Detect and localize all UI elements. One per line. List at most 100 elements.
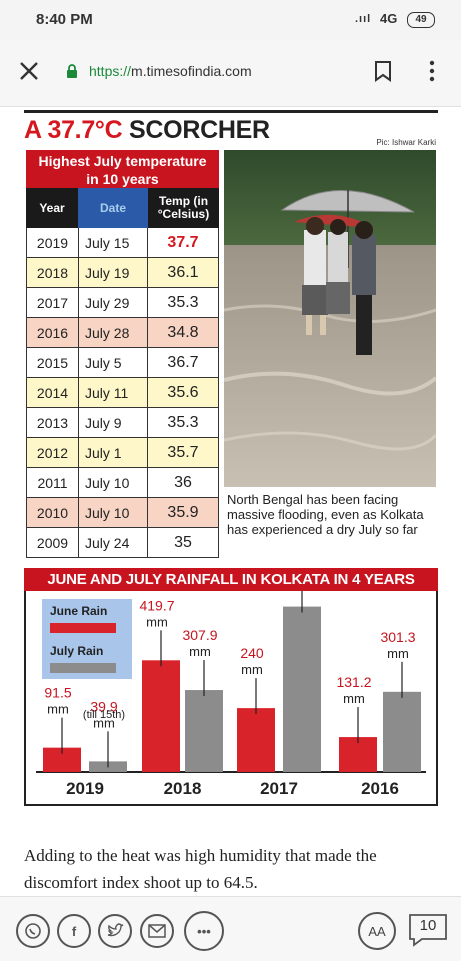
more-dots-icon: ••• <box>197 923 211 939</box>
col-year: Year <box>26 188 78 228</box>
rainfall-bar-chart: 91.5mm39.9mm2019419.7mm307.9mm2018240mm6… <box>36 591 426 798</box>
bar-unit-label: mm <box>343 691 365 706</box>
email-share-button[interactable] <box>140 914 174 948</box>
article-paragraph: Adding to the heat was high humidity tha… <box>24 846 377 892</box>
rain-chart-title: JUNE AND JULY RAINFALL IN KOLKATA IN 4 Y… <box>24 568 438 591</box>
bar-unit-label: mm <box>387 646 409 661</box>
bar-value-label: 301.3 <box>380 629 415 645</box>
bar-2018-july <box>185 690 223 772</box>
col-temp: Temp (in °Celsius) <box>148 188 219 228</box>
cell-year: 2010 <box>26 498 79 527</box>
cell-year: 2009 <box>26 528 79 557</box>
bar-unit-label: mm <box>93 715 115 730</box>
headline: A 37.7°C SCORCHER <box>24 116 270 145</box>
top-rule <box>24 110 438 113</box>
col-date: Date <box>78 188 148 228</box>
bar-note-label: (till 15th) <box>83 709 125 721</box>
status-bar: 8:40 PM .ııl 4G 49 <box>0 0 461 40</box>
cell-temp: 35.3 <box>148 288 219 317</box>
legend-july-label: July Rain <box>50 644 104 658</box>
network-type: 4G <box>380 11 398 26</box>
table-row: 2017 July 29 35.3 <box>26 288 219 318</box>
cell-date: July 29 <box>79 288 148 317</box>
text-size-button[interactable]: AA <box>358 912 396 950</box>
table-row: 2013 July 9 35.3 <box>26 408 219 438</box>
bar-value-label: 419.7 <box>139 597 174 613</box>
table-title-line1: Highest July temperature <box>38 153 207 169</box>
cell-temp: 36 <box>148 468 219 497</box>
table-body: 2019 July 15 37.7 2018 July 19 36.1 2017 July 2… <box>26 228 219 558</box>
mail-icon <box>148 924 166 938</box>
bar-2017-june <box>237 708 275 772</box>
close-icon[interactable] <box>18 60 40 82</box>
cell-date: July 5 <box>79 348 148 377</box>
table-row: 2016 July 28 34.8 <box>26 318 219 348</box>
twitter-icon <box>107 923 124 937</box>
bookmark-icon[interactable] <box>374 60 392 82</box>
cell-date: July 15 <box>79 228 148 257</box>
cell-date: July 24 <box>79 528 148 557</box>
cell-date: July 9 <box>79 408 148 437</box>
x-tick-label: 2019 <box>66 779 104 798</box>
cell-date: July 10 <box>79 468 148 497</box>
legend: June Rain July Rain <box>42 599 132 679</box>
cell-year: 2013 <box>26 408 79 437</box>
col-temp-line1: Temp (in <box>158 194 209 208</box>
cell-temp: 36.7 <box>148 348 219 377</box>
twitter-share-button[interactable] <box>98 914 132 948</box>
table-row: 2018 July 19 36.1 <box>26 258 219 288</box>
cell-date: July 11 <box>79 378 148 407</box>
cell-temp: 35.3 <box>148 408 219 437</box>
photo-caption: North Bengal has been facing massive flo… <box>227 492 424 537</box>
cell-year: 2016 <box>26 318 79 347</box>
cell-year: 2015 <box>26 348 79 377</box>
legend-june-label: June Rain <box>50 604 108 618</box>
col-temp-line2: °Celsius) <box>157 207 210 221</box>
legend-july-swatch <box>50 663 116 673</box>
cell-year: 2014 <box>26 378 79 407</box>
rain-chart-area: June Rain July Rain 91.5 mm 39.9 mm 2019 419.… <box>24 591 438 806</box>
bar-unit-label: mm <box>146 614 168 629</box>
bar-unit-label: mm <box>189 644 211 659</box>
table-row: 2015 July 5 36.7 <box>26 348 219 378</box>
address-bar[interactable]: https://m.timesofindia.com <box>89 63 252 79</box>
cell-temp: 35.7 <box>148 438 219 467</box>
table-title-line2: in 10 years <box>86 171 159 187</box>
table-row: 2012 July 1 35.7 <box>26 438 219 468</box>
bar-value-label: 307.9 <box>182 627 217 643</box>
signal-icon: .ııl <box>355 13 372 25</box>
bar-value-label: 39.9 <box>90 698 117 714</box>
table-header: Year Date Temp (in °Celsius) <box>26 188 219 228</box>
bar-unit-label: mm <box>241 662 263 677</box>
bar-2017-july <box>283 606 321 772</box>
table-row: 2014 July 11 35.6 <box>26 378 219 408</box>
cell-year: 2019 <box>26 228 79 257</box>
whatsapp-share-button[interactable] <box>16 914 50 948</box>
table-row: 2010 July 10 35.9 <box>26 498 219 528</box>
cell-year: 2012 <box>26 438 79 467</box>
cell-temp: 35.9 <box>148 498 219 527</box>
cell-date: July 28 <box>79 318 148 347</box>
table-row: 2009 July 24 35 <box>26 528 219 558</box>
more-menu-icon[interactable] <box>425 59 439 83</box>
cell-year: 2017 <box>26 288 79 317</box>
more-share-button[interactable]: ••• <box>184 911 224 951</box>
facebook-share-button[interactable]: f <box>57 914 91 948</box>
comments-count[interactable]: 10 <box>419 917 437 934</box>
comments-icon[interactable] <box>408 913 448 947</box>
battery-icon: 49 <box>407 12 435 28</box>
cell-date: July 19 <box>79 258 148 287</box>
browser-toolbar: https://m.timesofindia.com <box>0 40 461 107</box>
x-tick-label: 2017 <box>260 779 298 798</box>
cell-year: 2011 <box>26 468 79 497</box>
bar-2016-july <box>383 691 421 772</box>
cell-temp: 35 <box>148 528 219 557</box>
table-row: 2011 July 10 36 <box>26 468 219 498</box>
cell-date: July 10 <box>79 498 148 527</box>
bar-value-label: 91.5 <box>44 685 71 701</box>
lock-icon <box>67 64 77 78</box>
text-size-icon: AA <box>368 923 386 939</box>
infographic: A 37.7°C SCORCHER Pic: Ishwar Karki High… <box>24 110 438 806</box>
url-scheme: https:// <box>89 63 132 79</box>
temperature-table: Highest July temperature in 10 years Yea… <box>26 150 219 558</box>
